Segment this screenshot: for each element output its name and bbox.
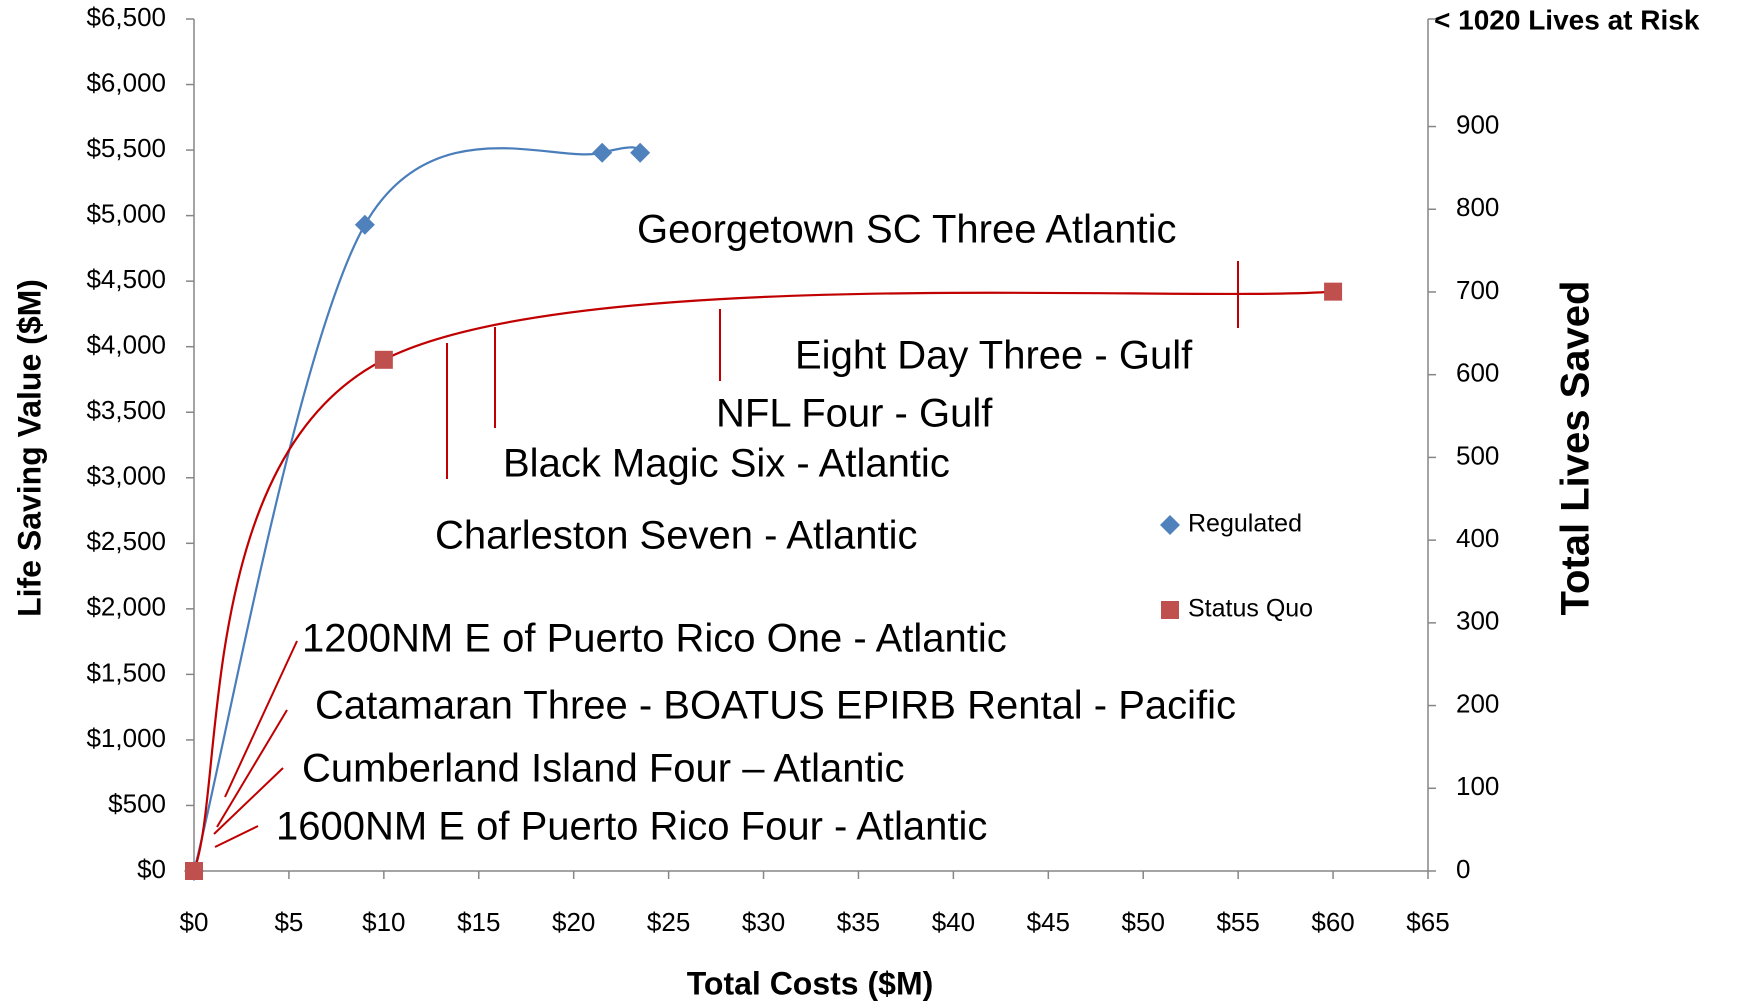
marker	[1324, 282, 1343, 301]
marker	[592, 142, 613, 163]
y2-tick-label: 700	[1456, 275, 1499, 305]
y-tick-label: $500	[108, 788, 166, 818]
y-tick-label: $2,500	[86, 526, 166, 556]
x-tick-label: $10	[362, 907, 405, 937]
x-tick-label: $35	[837, 907, 880, 937]
marker	[354, 214, 375, 235]
x-tick-label: $40	[932, 907, 975, 937]
annotation-leader	[214, 825, 259, 848]
legend-label: Status Quo	[1188, 595, 1313, 623]
y-tick-label: $4,000	[86, 330, 166, 360]
y2-tick-label: 0	[1456, 854, 1470, 884]
y2-tick-label: 500	[1456, 440, 1499, 470]
annotation: 1200NM E of Puerto Rico One - Atlantic	[302, 617, 1007, 661]
y-tick-label: $3,500	[86, 395, 166, 425]
x-tick-label: $45	[1027, 907, 1070, 937]
marker	[630, 142, 651, 163]
annotation-leader	[216, 709, 288, 828]
x-axis-title: Total Costs ($M)	[687, 965, 934, 1001]
y-tick-label: $6,500	[86, 2, 166, 32]
x-tick-label: $65	[1406, 907, 1449, 937]
y2-top-label: < 1020 Lives at Risk	[1434, 4, 1700, 35]
y2-tick-label: 600	[1456, 358, 1499, 388]
y-tick-label: $5,000	[86, 198, 166, 228]
x-tick-label: $55	[1216, 907, 1259, 937]
y-tick-label: $0	[137, 854, 166, 884]
annotation-leader	[224, 640, 298, 798]
y2-tick-label: 300	[1456, 606, 1499, 636]
marker	[374, 350, 393, 369]
annotation-leader	[213, 767, 284, 835]
x-tick-label: $50	[1122, 907, 1165, 937]
annotation: Charleston Seven - Atlantic	[435, 514, 917, 558]
annotation: Black Magic Six - Atlantic	[503, 442, 950, 486]
x-tick-label: $60	[1311, 907, 1354, 937]
annotation: Catamaran Three - BOATUS EPIRB Rental - …	[315, 684, 1236, 728]
y-axis-title: Life Saving Value ($M)	[11, 279, 47, 617]
y-tick-label: $2,000	[86, 592, 166, 622]
annotation: Georgetown SC Three Atlantic	[637, 208, 1177, 252]
y2-tick-label: 900	[1456, 109, 1499, 139]
x-tick-label: $30	[742, 907, 785, 937]
y-tick-label: $1,500	[86, 657, 166, 687]
y-tick-label: $1,000	[86, 723, 166, 753]
legend-label: Regulated	[1188, 510, 1302, 538]
y-tick-label: $6,000	[86, 67, 166, 97]
annotation: Eight Day Three - Gulf	[795, 334, 1193, 378]
x-tick-label: $15	[457, 907, 500, 937]
y2-tick-label: 400	[1456, 523, 1499, 553]
y-tick-label: $3,000	[86, 461, 166, 491]
legend-marker	[1160, 515, 1180, 535]
legend-marker	[1161, 601, 1179, 619]
x-tick-label: $0	[180, 907, 209, 937]
x-tick-label: $20	[552, 907, 595, 937]
y-tick-label: $5,500	[86, 133, 166, 163]
y-tick-label: $4,500	[86, 264, 166, 294]
x-tick-label: $25	[647, 907, 690, 937]
y2-tick-label: 800	[1456, 192, 1499, 222]
annotation: NFL Four - Gulf	[716, 392, 993, 436]
x-tick-label: $5	[274, 907, 303, 937]
annotation: Cumberland Island Four – Atlantic	[302, 747, 905, 791]
y2-tick-label: 100	[1456, 771, 1499, 801]
annotation: 1600NM E of Puerto Rico Four - Atlantic	[276, 805, 987, 849]
series-line	[192, 290, 1334, 872]
marker	[185, 862, 203, 880]
y2-axis-title: Total Lives Saved	[1554, 281, 1598, 616]
y2-tick-label: 200	[1456, 688, 1499, 718]
